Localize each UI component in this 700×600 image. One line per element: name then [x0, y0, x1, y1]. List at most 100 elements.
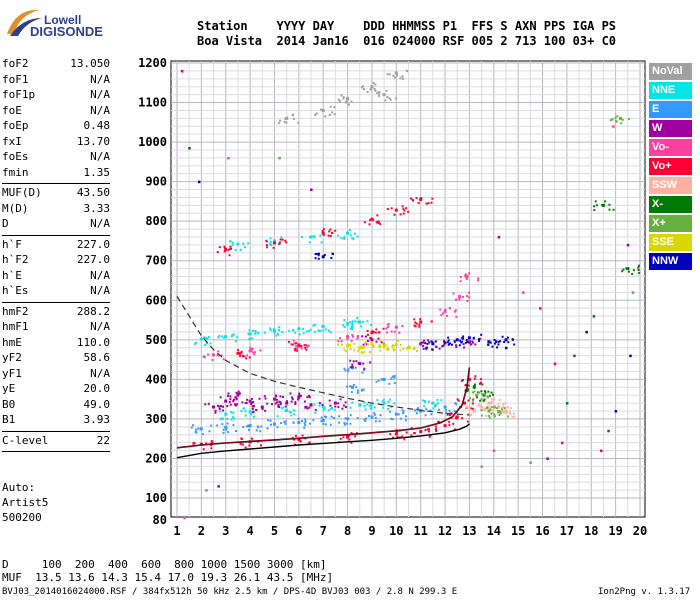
- echo-pixel: [288, 330, 291, 333]
- echo-pixel: [226, 422, 229, 425]
- echo-pixel: [374, 83, 377, 86]
- echo-pixel: [379, 414, 382, 417]
- echo-pixel: [466, 275, 469, 278]
- echo-pixel: [199, 428, 202, 431]
- param-row: fmin 1.35: [2, 166, 110, 182]
- param-label: MUF(D): [2, 186, 42, 199]
- echo-pixel: [282, 406, 285, 409]
- echo-pixel: [289, 411, 292, 414]
- echo-pixel: [329, 404, 332, 407]
- x-tick-label: 9: [368, 524, 375, 538]
- echo-point: [297, 420, 301, 424]
- echo-pixel: [306, 407, 309, 410]
- echo-pixel: [468, 272, 471, 275]
- echo-pixel: [404, 415, 407, 418]
- echo-pixel: [509, 412, 512, 415]
- auto-version: 500200: [2, 511, 42, 524]
- echo-pixel: [461, 417, 464, 420]
- echo-pixel: [399, 343, 402, 346]
- digisonde-logo: Lowell DIGISONDE: [4, 4, 164, 44]
- echo-pixel: [498, 413, 501, 416]
- echo-pixel: [337, 402, 340, 405]
- echo-pixel: [329, 105, 332, 108]
- echo-pixel: [356, 391, 359, 394]
- echo-pixel: [394, 97, 397, 100]
- echo-pixel: [348, 438, 351, 441]
- echo-pixel: [608, 203, 611, 206]
- echo-pixel: [234, 248, 237, 251]
- echo-pixel: [229, 247, 232, 250]
- echo-pixel: [481, 392, 484, 395]
- param-row: yF2 58.6: [2, 351, 110, 367]
- echo-pixel: [357, 334, 360, 337]
- echo-pixel: [227, 392, 230, 395]
- echo-pixel: [347, 103, 350, 106]
- echo-pixel: [430, 201, 433, 204]
- echo-pixel: [347, 343, 350, 346]
- echo-point: [321, 231, 325, 235]
- echo-pixel: [347, 434, 350, 437]
- echo-pixel: [465, 383, 468, 386]
- echo-point: [321, 405, 325, 409]
- echo-pixel: [413, 318, 416, 321]
- param-row: h`E N/A: [2, 269, 110, 285]
- echo-pixel: [513, 343, 516, 346]
- stray-echo: [522, 291, 525, 294]
- echo-pixel: [453, 340, 456, 343]
- echo-pixel: [250, 401, 253, 404]
- param-label: fxI: [2, 134, 22, 148]
- echo-pixel: [506, 406, 509, 409]
- echo-pixel: [314, 323, 317, 326]
- echo-point: [382, 93, 386, 97]
- echo-pixel: [372, 344, 375, 347]
- echo-pixel: [379, 223, 382, 226]
- echo-pixel: [193, 442, 196, 445]
- echo-pixel: [389, 433, 392, 436]
- echo-pixel: [422, 344, 425, 347]
- echo-point: [236, 393, 240, 397]
- echo-pixel: [194, 341, 197, 344]
- stray-echo: [497, 236, 501, 239]
- y-tick-label: 80: [153, 513, 167, 527]
- echo-pixel: [468, 296, 471, 299]
- param-label: C-level: [2, 433, 49, 447]
- echo-pixel: [449, 307, 452, 310]
- echo-pixel: [303, 400, 306, 403]
- echo-pixel: [511, 415, 514, 418]
- echo-pixel: [382, 398, 385, 401]
- echo-point: [236, 351, 240, 355]
- echo-pixel: [385, 344, 388, 347]
- echo-pixel: [360, 325, 363, 328]
- echo-pixel: [313, 403, 316, 406]
- echo-pixel: [477, 404, 480, 407]
- echo-pixel: [246, 398, 249, 401]
- echo-pixel: [368, 350, 371, 353]
- stray-echo: [205, 489, 208, 492]
- echo-pixel: [269, 243, 272, 246]
- echo-pixel: [376, 214, 379, 217]
- echo-pixel: [345, 422, 348, 425]
- echo-pixel: [490, 398, 493, 401]
- echo-pixel: [356, 320, 359, 323]
- echo-pixel: [328, 230, 331, 233]
- echo-pixel: [477, 277, 480, 280]
- echo-pixel: [231, 333, 234, 336]
- echo-pixel: [293, 438, 296, 441]
- echo-point: [458, 294, 462, 298]
- echo-pixel: [341, 407, 344, 410]
- echo-pixel: [472, 407, 475, 410]
- echo-pixel: [401, 75, 404, 78]
- echo-pixel: [281, 395, 284, 398]
- echo-pixel: [319, 234, 322, 237]
- echo-pixel: [351, 363, 354, 366]
- echo-pixel: [249, 346, 252, 349]
- x-tick-label: 8: [344, 524, 351, 538]
- echo-pixel: [375, 328, 378, 331]
- echo-pixel: [387, 400, 390, 403]
- echo-pixel: [318, 404, 321, 407]
- param-row: foF2 13.050: [2, 57, 110, 73]
- echo-pixel: [378, 420, 381, 423]
- param-label: foEs: [2, 150, 29, 163]
- echo-pixel: [381, 378, 384, 381]
- echo-pixel: [595, 204, 598, 207]
